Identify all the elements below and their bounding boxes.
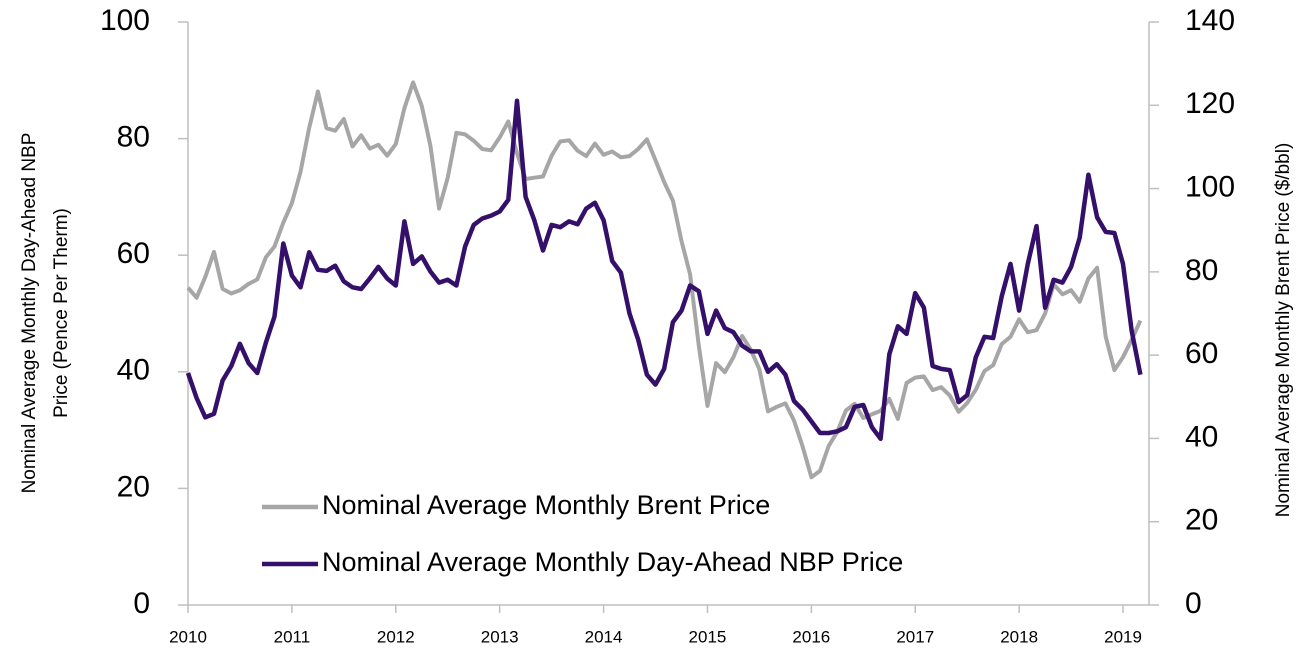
y2-tick-label: 120: [1185, 87, 1235, 120]
y2-tick-label: 40: [1185, 420, 1218, 453]
y-tick-label: 100: [100, 4, 150, 37]
series-line: [186, 80, 1143, 480]
y2-tick-label: 140: [1185, 4, 1235, 37]
y2-tick-label: 80: [1185, 254, 1218, 287]
y-tick-label: 20: [117, 470, 150, 503]
x-tick-label: 2013: [481, 627, 519, 646]
y-tick-label: 80: [117, 121, 150, 154]
y2-axis-title: Nominal Average Monthly Brent Price ($/b…: [1273, 143, 1294, 518]
y-tick-label: 40: [117, 354, 150, 387]
y-axis-title: Nominal Average Monthly Day-Ahead NBP: [19, 133, 40, 494]
y2-tick-label: 60: [1185, 337, 1218, 370]
legend-label: Nominal Average Monthly Day-Ahead NBP Pr…: [322, 547, 903, 577]
y-tick-label: 0: [133, 587, 150, 620]
x-tick-label: 2017: [896, 627, 934, 646]
y-axis-title: Price (Pence Per Therm): [51, 208, 72, 418]
x-tick-label: 2011: [274, 627, 311, 646]
legend-label: Nominal Average Monthly Brent Price: [322, 490, 770, 520]
y-tick-label: 60: [117, 237, 150, 270]
x-tick-label: 2010: [169, 627, 207, 646]
x-tick-label: 2019: [1104, 627, 1142, 646]
y2-tick-label: 100: [1185, 170, 1235, 203]
x-tick-label: 2016: [792, 627, 830, 646]
y2-tick-label: 0: [1185, 587, 1202, 620]
x-tick-label: 2014: [585, 627, 623, 646]
x-tick-label: 2015: [689, 627, 727, 646]
x-tick-label: 2018: [1000, 627, 1038, 646]
x-tick-label: 2012: [377, 627, 415, 646]
y2-tick-label: 20: [1185, 504, 1218, 537]
series-line: [185, 98, 1143, 442]
